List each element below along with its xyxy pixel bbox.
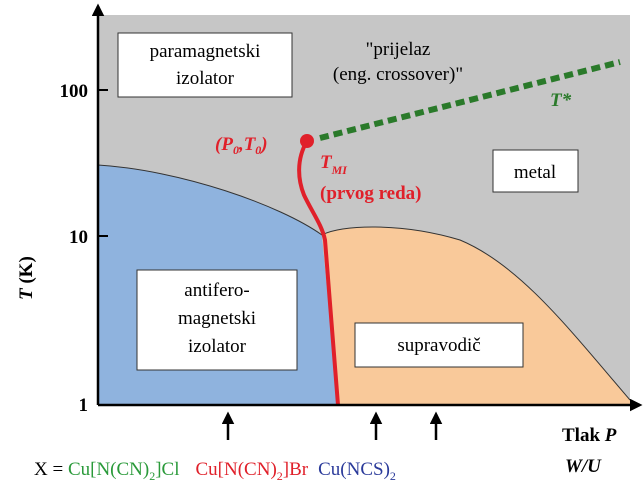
- region-label: paramagnetski: [150, 41, 261, 62]
- x-axis-sublabel: W/U: [565, 456, 602, 477]
- region-label: (eng. crossover)": [333, 64, 463, 85]
- region-label: izolator: [176, 68, 235, 89]
- label-box: [354, 322, 524, 368]
- y-tick-label: 1: [79, 395, 89, 416]
- crossover-line: [319, 59, 621, 141]
- region-label: "prijelaz: [366, 39, 431, 60]
- y-axis-label: T (K): [16, 256, 37, 300]
- first-order-label: (prvog reda): [320, 183, 422, 204]
- y-tick-label: 100: [60, 81, 89, 102]
- boundary: [321, 226, 631, 401]
- compounds: X = Cu[N(CN)2]Cl Cu[N(CN)2]Br Cu(NCS)2: [34, 459, 396, 483]
- critical-point-label: (P0,T0): [215, 134, 268, 157]
- region-label: supravodič: [397, 335, 480, 356]
- label-box: [117, 32, 293, 98]
- y-tick-label: 10: [69, 227, 88, 248]
- boundary: [97, 164, 323, 236]
- region-label: metal: [514, 162, 556, 183]
- region-label: magnetski: [178, 308, 256, 329]
- tmi-label: TMI: [320, 152, 348, 177]
- label-box: [492, 149, 579, 193]
- region-label: izolator: [188, 336, 247, 357]
- first-order-line: [297, 139, 340, 406]
- x-axis-label: Tlak P: [562, 425, 617, 446]
- label-box: [136, 269, 298, 371]
- region-label: antifero-: [184, 280, 249, 301]
- tstar-label: T*: [550, 90, 572, 111]
- critical-point: [300, 134, 314, 148]
